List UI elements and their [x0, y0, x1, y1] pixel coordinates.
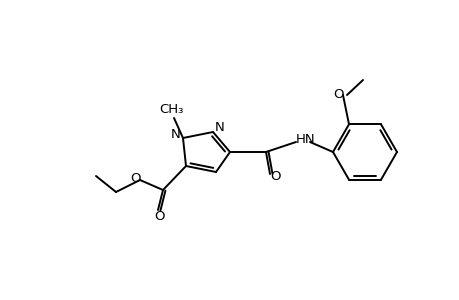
Text: O: O	[154, 211, 165, 224]
Text: N: N	[171, 128, 180, 140]
Text: O: O	[270, 169, 280, 182]
Text: O: O	[130, 172, 141, 185]
Text: HN: HN	[296, 133, 315, 146]
Text: O: O	[333, 88, 343, 100]
Text: N: N	[215, 121, 224, 134]
Text: CH₃: CH₃	[158, 103, 183, 116]
